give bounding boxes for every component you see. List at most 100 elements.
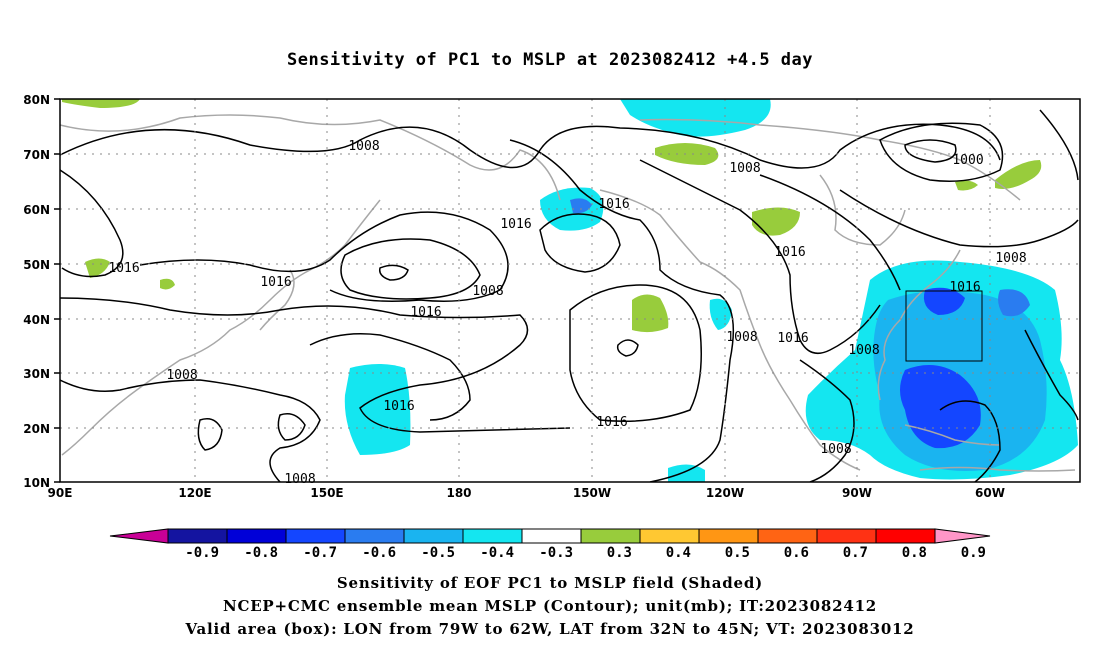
coastlines <box>60 114 1076 472</box>
lon-tick-label: 150W <box>573 486 611 500</box>
coast-asia-east <box>60 114 561 456</box>
colorbar-label: 0.6 <box>784 545 809 561</box>
colorbar-segment <box>580 528 641 544</box>
contour-line <box>378 264 409 281</box>
contour-line <box>197 418 223 451</box>
coast-na-east <box>877 249 961 401</box>
colorbar-label: -0.9 <box>185 545 219 561</box>
mslp-contours <box>60 109 1079 482</box>
contour-label: 1016 <box>410 305 441 320</box>
contour-line <box>839 189 1079 248</box>
contour-line <box>60 379 321 482</box>
shade-blue-atlantic-east <box>998 289 1030 317</box>
contour-line <box>60 169 124 278</box>
contour-line <box>1024 329 1079 421</box>
colorbar-label: -0.5 <box>421 545 455 561</box>
lat-tick-label: 20N <box>23 422 50 436</box>
contour-line <box>1039 109 1079 181</box>
contour-line <box>879 122 1004 182</box>
lat-tick-label: 40N <box>23 313 50 327</box>
contour-label: 1016 <box>777 331 808 346</box>
colorbar-segment <box>285 528 346 544</box>
lat-axis: 80N 70N 60N 50N 40N 30N 20N 10N <box>23 93 50 490</box>
contour-label: 1016 <box>774 245 805 260</box>
contour-label: 1008 <box>820 442 851 457</box>
colorbar-label: 0.5 <box>725 545 750 561</box>
colorbar-segment <box>462 528 523 544</box>
colorbar-segment <box>226 528 287 544</box>
shaded-sensitivity <box>62 99 1078 482</box>
colorbar-low-end <box>109 528 169 544</box>
contour-line <box>539 213 621 273</box>
colorbar-label: 0.8 <box>902 545 927 561</box>
contour-label: 1008 <box>284 472 315 487</box>
contour-line <box>139 211 509 302</box>
colorbar-label: 0.9 <box>961 545 986 561</box>
contour-label: 1016 <box>383 399 414 414</box>
colorbar-segment <box>167 528 228 544</box>
contour-line <box>616 339 639 357</box>
lon-tick-label: 90W <box>842 486 872 500</box>
colorbar-label: -0.3 <box>539 545 573 561</box>
lat-tick-label: 60N <box>23 203 50 217</box>
contour-label: 1008 <box>995 251 1026 266</box>
caption-line-2: NCEP+CMC ensemble mean MSLP (Contour); u… <box>222 597 878 615</box>
contour-line <box>904 139 957 163</box>
colorbar-segment <box>344 528 405 544</box>
colorbar-high-end <box>934 528 991 544</box>
shade-green-hawaii <box>632 294 669 333</box>
shade-blue-atlantic-north <box>923 287 965 315</box>
lat-tick-label: 70N <box>23 148 50 162</box>
shade-blue-atlantic <box>900 365 981 449</box>
colorbar-label: -0.4 <box>480 545 514 561</box>
lat-tick-label: 30N <box>23 367 50 381</box>
colorbar-label: 0.7 <box>843 545 868 561</box>
shade-green-canada <box>752 207 800 236</box>
lat-tick-label: 50N <box>23 258 50 272</box>
shade-cyan-central-pacific <box>344 364 411 455</box>
contour-label: 1016 <box>108 261 139 276</box>
contour-line <box>309 333 471 421</box>
lat-tick-label: 10N <box>23 476 50 490</box>
contour-label: 1008 <box>472 284 503 299</box>
contour-line <box>939 400 1001 482</box>
lon-tick-label: 180 <box>446 486 471 500</box>
coast-caribbean <box>904 424 1001 446</box>
contour-label: 1008 <box>726 330 757 345</box>
lon-tick-label: 150E <box>310 486 343 500</box>
lon-tick-label: 120E <box>178 486 211 500</box>
contour-line <box>277 413 306 441</box>
lat-tick-label: 80N <box>23 93 50 107</box>
colorbar-segment <box>875 528 936 544</box>
contour-label: 1008 <box>848 343 879 358</box>
plot-frame <box>59 98 1081 483</box>
contour-label: 1016 <box>596 415 627 430</box>
coast-japan <box>259 269 295 331</box>
coast-hudson <box>819 174 906 246</box>
colorbar-segment <box>403 528 464 544</box>
valid-area-box <box>905 290 983 362</box>
contour-label: 1008 <box>166 368 197 383</box>
shade-cyan-arctic <box>620 99 771 137</box>
map-plot-area <box>60 99 1079 482</box>
contour-line <box>509 139 735 482</box>
shade-green-siberia <box>62 99 140 108</box>
contour-line <box>340 238 481 300</box>
contour-line <box>569 284 702 422</box>
coast-south-america <box>919 466 1076 472</box>
colorbar: -0.9 -0.8 -0.7 -0.6 -0.5 -0.4 -0.3 0.3 0.4 0.5 0.6… <box>109 528 991 561</box>
shade-green-alaska <box>655 143 719 165</box>
coast-arctic-na <box>639 118 1021 201</box>
colorbar-label: 0.4 <box>666 545 691 561</box>
lon-tick-label: 120W <box>706 486 744 500</box>
contour-line <box>60 123 1001 169</box>
lat-ticks <box>54 98 60 483</box>
contour-label: 1016 <box>260 275 291 290</box>
shade-cyan-baja <box>709 298 732 330</box>
shade-cyan-eastpac <box>668 464 705 482</box>
colorbar-segment <box>639 528 700 544</box>
chart-title: Sensitivity of PC1 to MSLP at 2023082412… <box>286 50 813 70</box>
contour-label: 1016 <box>500 217 531 232</box>
contour-line <box>759 174 901 291</box>
